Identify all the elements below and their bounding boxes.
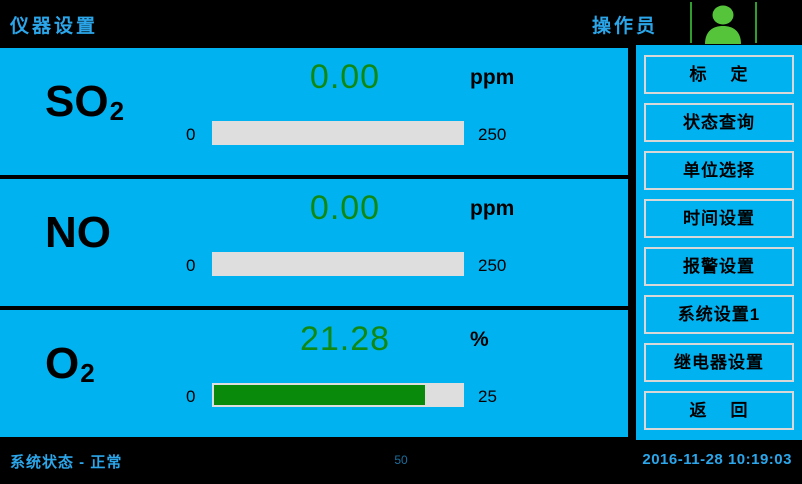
menu-button-panel: 标 定 状态查询 单位选择 时间设置 报警设置 系统设置1 继电器设置 返 回 <box>636 45 802 440</box>
bar-min-label: 0 <box>186 256 196 275</box>
gas-unit-label: % <box>470 328 489 351</box>
gas-readout-panel: SO2 0.00 ppm 0 250 NO 0.00 ppm 0 250 O2 … <box>0 45 632 440</box>
status-bar: 系统状态 - 正常 50 2016-11-28 10:19:03 <box>0 440 802 484</box>
gas-row: O2 21.28 % 0 25 <box>0 310 628 437</box>
bar-min-label: 0 <box>186 387 196 406</box>
bar-min-label: 0 <box>186 125 196 144</box>
calibration-button[interactable]: 标 定 <box>644 55 794 94</box>
user-person-icon <box>705 5 741 44</box>
gas-level-bar-fill <box>214 385 426 405</box>
panel-divider <box>628 45 636 440</box>
gas-level-bar <box>212 383 464 407</box>
unit-select-button[interactable]: 单位选择 <box>644 151 794 190</box>
gas-unit-label: ppm <box>470 66 515 89</box>
page-title: 仪器设置 <box>10 16 99 37</box>
gas-name-label: NO <box>45 208 111 257</box>
gas-level-bar <box>212 252 464 276</box>
bar-max-label: 250 <box>478 256 507 275</box>
header-bar: 仪器设置 操作员 <box>0 0 802 45</box>
gas-value-readout: 21.28 <box>299 320 391 358</box>
return-button[interactable]: 返 回 <box>644 391 794 430</box>
gas-level-bar <box>212 121 464 145</box>
header-separator-left <box>690 2 692 43</box>
gas-value-readout: 0.00 <box>309 189 381 227</box>
gas-row: NO 0.00 ppm 0 250 <box>0 179 628 306</box>
bar-max-label: 250 <box>478 125 507 144</box>
status-center-value: 50 <box>394 453 408 467</box>
relay-settings-button[interactable]: 继电器设置 <box>644 343 794 382</box>
status-query-button[interactable]: 状态查询 <box>644 103 794 142</box>
system-settings-1-button[interactable]: 系统设置1 <box>644 295 794 334</box>
datetime-display: 2016-11-28 10:19:03 <box>642 451 792 468</box>
alarm-settings-button[interactable]: 报警设置 <box>644 247 794 286</box>
user-role-label: 操作员 <box>591 16 658 37</box>
gas-name-label: SO2 <box>45 77 125 126</box>
header-separator-right <box>755 2 757 43</box>
time-settings-button[interactable]: 时间设置 <box>644 199 794 238</box>
gas-row: SO2 0.00 ppm 0 250 <box>0 48 628 175</box>
gas-name-label: O2 <box>45 339 95 388</box>
gas-value-readout: 0.00 <box>309 58 381 96</box>
gas-unit-label: ppm <box>470 197 515 220</box>
system-status-text: 系统状态 - 正常 <box>10 454 123 471</box>
bar-max-label: 25 <box>478 387 497 406</box>
